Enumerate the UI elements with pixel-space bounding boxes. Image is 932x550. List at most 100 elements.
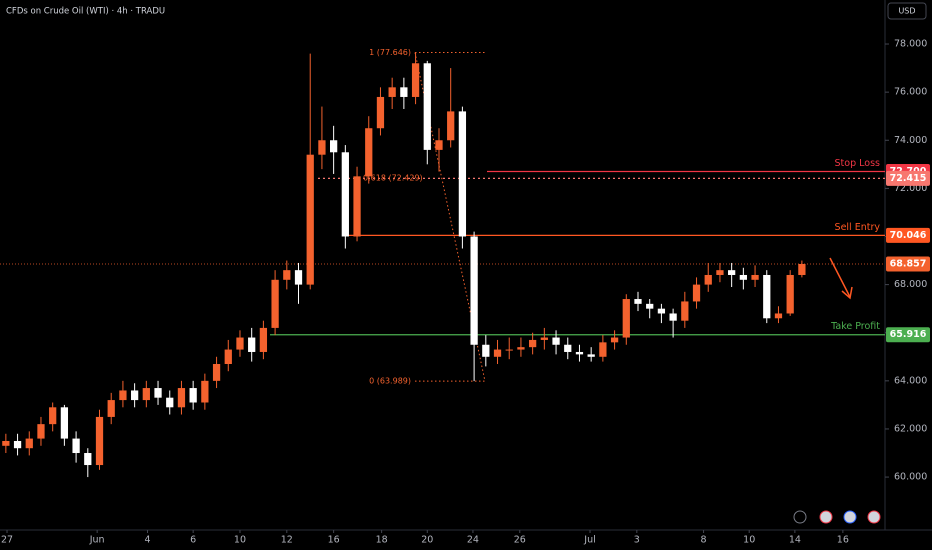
- candle-body: [2, 440, 10, 446]
- x-tick-label: 8: [701, 535, 707, 546]
- x-tick-label: 6: [190, 535, 196, 546]
- candle-body: [470, 236, 478, 345]
- candle-body: [248, 337, 256, 352]
- candle-body: [634, 299, 642, 304]
- currency[interactable]: USD: [898, 7, 915, 16]
- candle-body: [189, 388, 197, 403]
- candle-body: [564, 344, 572, 352]
- candle-body: [458, 111, 467, 237]
- candle-body: [119, 390, 127, 401]
- candle-body: [447, 111, 455, 141]
- y-tick-label: 60.000: [894, 472, 927, 483]
- price-box: [886, 256, 930, 272]
- candle-body: [95, 416, 104, 466]
- candle-body: [37, 424, 45, 439]
- candle-body: [271, 279, 279, 328]
- candle-body: [49, 407, 57, 425]
- x-tick-label: 4: [144, 535, 150, 546]
- candle-body: [728, 270, 736, 275]
- fib-label: 0 (63.989): [369, 377, 411, 386]
- x-tick-label: 27: [1, 535, 13, 546]
- x-tick-label: 16: [328, 535, 340, 546]
- y-tick-label: 64.000: [894, 375, 927, 386]
- price-label: 65.916: [890, 329, 927, 340]
- candle-body: [692, 284, 701, 302]
- y-tick-label: 72.000: [894, 183, 927, 194]
- currency-box[interactable]: [887, 2, 927, 20]
- y-tick-label: 78.000: [894, 39, 927, 50]
- candle-body: [306, 154, 314, 285]
- candle-body: [575, 351, 584, 355]
- icon[interactable]: [793, 510, 807, 524]
- level-name: Take Profit: [830, 321, 880, 332]
- candle-body: [142, 388, 150, 401]
- price-box: [886, 227, 930, 243]
- candles: [2, 52, 806, 478]
- candle-body: [657, 308, 666, 314]
- icon[interactable]: [867, 510, 881, 524]
- candle-body: [72, 438, 80, 454]
- arrow-shaft: [829, 257, 851, 298]
- x-tick-label: 26: [514, 535, 526, 546]
- candle-body: [610, 337, 619, 343]
- candle-body: [798, 263, 806, 275]
- y-tick-label: 74.000: [894, 135, 927, 146]
- candle-body: [294, 270, 303, 285]
- price-label: 68.857: [890, 258, 927, 269]
- arrow-head: [841, 286, 853, 300]
- candle-body: [84, 453, 92, 466]
- candle-body: [482, 344, 490, 357]
- icon[interactable]: [843, 510, 857, 524]
- candle-body: [716, 270, 724, 275]
- candle-body: [201, 380, 209, 403]
- candle-body: [587, 354, 595, 357]
- candle-body: [376, 96, 385, 129]
- x-tick-label: 20: [421, 535, 433, 546]
- x-tick-label: 24: [467, 535, 479, 546]
- x-tick-label: 3: [634, 535, 640, 546]
- fib-label: 0.618 (72.429): [363, 174, 423, 183]
- price-box: [886, 170, 930, 186]
- candle-body: [353, 176, 361, 237]
- x-tick-label: 14: [789, 535, 801, 546]
- price-label: 72.415: [890, 173, 927, 184]
- candle-body: [411, 63, 420, 97]
- level-name: Stop Loss: [835, 158, 881, 169]
- candle-body: [774, 313, 783, 319]
- candle-body: [318, 140, 326, 155]
- candle-body: [517, 347, 525, 350]
- icon[interactable]: [819, 510, 833, 524]
- candle-body: [681, 301, 689, 321]
- y-tick-label: 68.000: [894, 279, 927, 290]
- candle-body: [540, 337, 548, 340]
- candle-body: [13, 440, 22, 449]
- forecast-arrow: [829, 257, 853, 300]
- candle-body: [739, 274, 747, 280]
- candle-body: [236, 337, 244, 350]
- candle-body: [423, 63, 431, 150]
- toolbar-icons[interactable]: [793, 510, 881, 524]
- candle-body: [107, 400, 115, 417]
- candle-body: [177, 388, 186, 408]
- candle-body: [259, 327, 268, 352]
- level-name: Sell Entry: [835, 222, 881, 233]
- candle-body: [365, 128, 373, 177]
- x-tick-label: 16: [837, 535, 849, 546]
- x-tick-label: 10: [743, 535, 755, 546]
- candle-body: [330, 140, 338, 153]
- candle-body: [751, 274, 759, 280]
- y-tick-label: 76.000: [894, 87, 927, 98]
- candle-body: [529, 339, 537, 348]
- fib-label: 1 (77.646): [369, 48, 411, 57]
- candle-body: [166, 397, 174, 408]
- chart-title: CFDs on Crude Oil (WTI) · 4h · TRADU: [6, 7, 165, 17]
- price-box: [886, 327, 930, 343]
- candle-body: [669, 313, 677, 321]
- candle-body: [435, 140, 443, 150]
- candle-body: [283, 270, 291, 280]
- candle-body: [25, 438, 33, 449]
- candle-body: [646, 303, 654, 309]
